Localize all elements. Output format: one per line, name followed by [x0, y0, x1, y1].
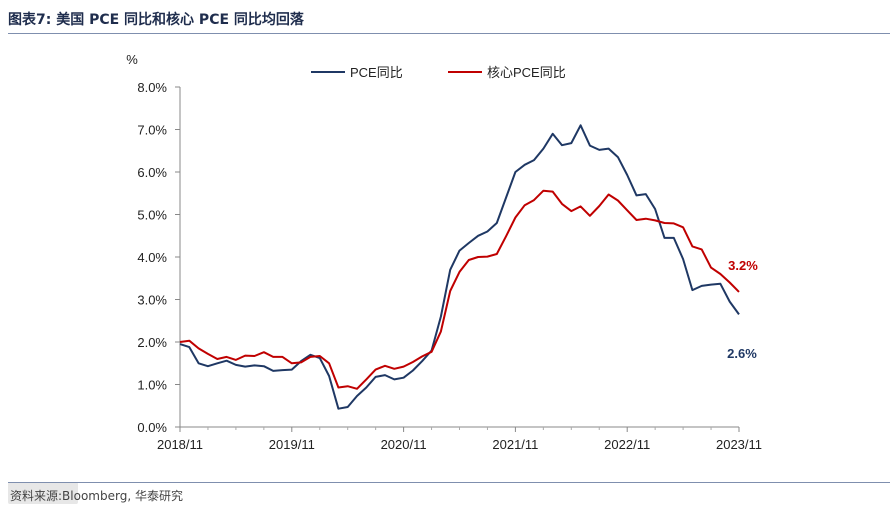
watermark-logo: [8, 482, 78, 504]
x-tick-label: 2019/11: [269, 437, 315, 452]
y-tick-label: 2.0%: [137, 335, 167, 350]
series-lines: [179, 124, 740, 410]
series-line-pce: [179, 124, 740, 410]
title-rule: [8, 33, 890, 34]
y-tick-label: 0.0%: [137, 420, 167, 435]
x-tick-label: 2022/11: [604, 437, 650, 452]
x-tick-label: 2020/11: [381, 437, 427, 452]
figure-title: 图表7: 美国 PCE 同比和核心 PCE 同比均回落: [8, 12, 304, 28]
y-tick-label: 6.0%: [137, 165, 167, 180]
x-tick-label: 2023/11: [716, 437, 762, 452]
x-tick-label: 2021/11: [492, 437, 538, 452]
end-value-label: 3.2%: [728, 258, 758, 273]
x-tick-label: 2018/11: [157, 437, 203, 452]
legend-entry: PCE同比: [350, 65, 403, 80]
chart-axes: [179, 87, 739, 428]
y-tick-label: 4.0%: [137, 250, 167, 265]
y-tick-label: 7.0%: [137, 123, 167, 138]
y-axis-unit-label: %: [126, 52, 138, 67]
legend-entry: 核心PCE同比: [487, 65, 566, 80]
y-tick-label: 1.0%: [137, 378, 167, 393]
legend: PCE同比 核心PCE同比: [311, 65, 566, 80]
y-tick-label: 8.0%: [137, 80, 167, 95]
y-tick-label: 3.0%: [137, 293, 167, 308]
series-line-core-pce: [179, 189, 740, 390]
y-tick-label: 5.0%: [137, 208, 167, 223]
x-axis-ticks: 2018/11 2019/11 2020/11 2021/11 2022/11 2023/…: [157, 427, 762, 452]
end-value-labels: 3.2% 2.6%: [727, 258, 758, 361]
source-note: 资料来源:Bloomberg, 华泰研究: [10, 489, 183, 503]
end-value-label: 2.6%: [727, 346, 757, 361]
source-rule: [8, 482, 890, 483]
y-axis-ticks: 0.0% 1.0% 2.0% 3.0% 4.0% 5.0% 6.0% 7.0% 8.0%: [137, 80, 180, 435]
